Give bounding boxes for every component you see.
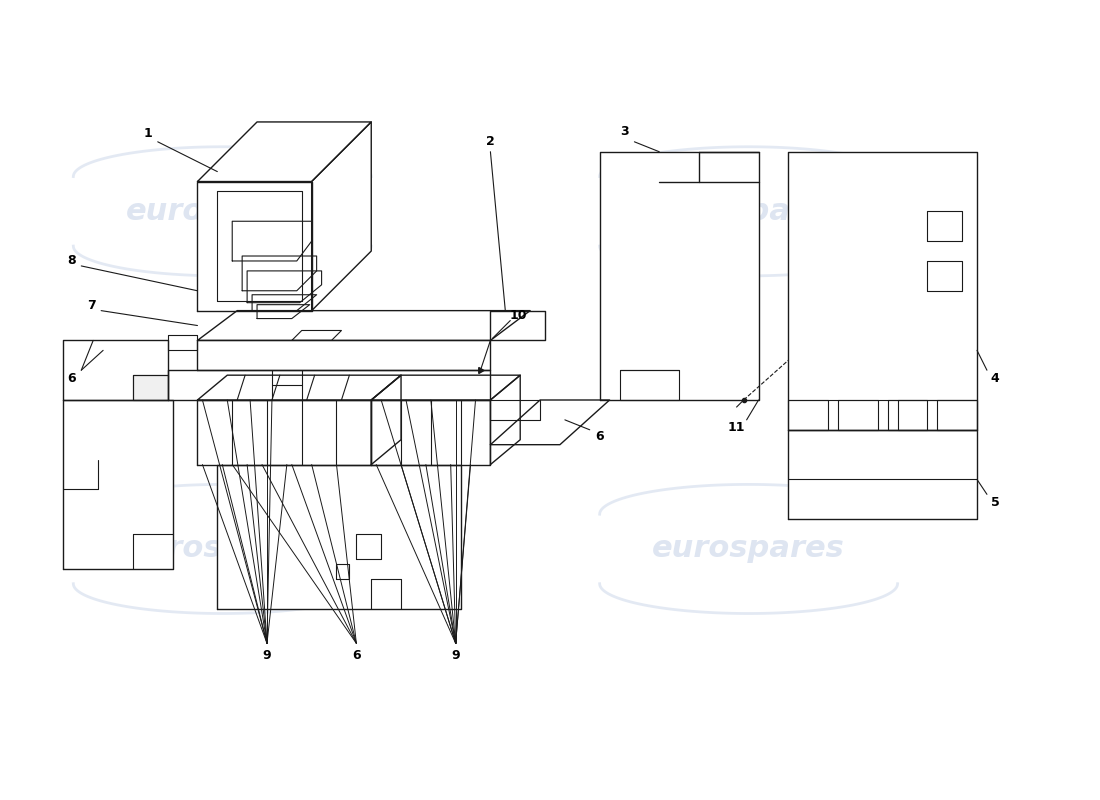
Text: eurospares: eurospares (652, 534, 845, 563)
Text: 3: 3 (620, 126, 629, 138)
Text: 10: 10 (509, 309, 527, 322)
Text: 7: 7 (87, 299, 96, 312)
Polygon shape (64, 400, 173, 569)
Polygon shape (491, 375, 520, 465)
Polygon shape (257, 305, 310, 318)
Text: 9: 9 (263, 649, 272, 662)
Polygon shape (198, 341, 491, 370)
Polygon shape (64, 341, 167, 400)
Polygon shape (789, 400, 828, 430)
Text: eurospares: eurospares (125, 197, 319, 226)
Polygon shape (232, 222, 311, 261)
Polygon shape (167, 335, 198, 350)
Polygon shape (167, 370, 491, 400)
Polygon shape (198, 182, 311, 310)
Polygon shape (898, 400, 977, 430)
Polygon shape (600, 152, 759, 400)
Polygon shape (491, 400, 609, 445)
Polygon shape (888, 400, 927, 430)
Text: 6: 6 (67, 372, 76, 385)
Polygon shape (491, 310, 544, 341)
Polygon shape (218, 465, 461, 609)
Polygon shape (937, 400, 977, 430)
Polygon shape (619, 370, 679, 400)
Polygon shape (838, 400, 878, 430)
Polygon shape (292, 330, 341, 341)
Text: 6: 6 (352, 649, 361, 662)
Text: eurospares: eurospares (125, 534, 319, 563)
Polygon shape (372, 375, 520, 400)
Text: 2: 2 (486, 135, 495, 148)
Polygon shape (218, 191, 301, 301)
Polygon shape (133, 375, 167, 400)
Polygon shape (311, 122, 372, 310)
Polygon shape (242, 256, 317, 290)
Polygon shape (198, 122, 372, 182)
Polygon shape (252, 294, 317, 310)
Polygon shape (789, 152, 977, 430)
Polygon shape (491, 400, 540, 420)
Text: eurospares: eurospares (652, 197, 845, 226)
Text: 6: 6 (595, 430, 604, 443)
Text: 8: 8 (67, 254, 76, 267)
Polygon shape (372, 375, 402, 465)
Polygon shape (198, 400, 372, 465)
Polygon shape (372, 400, 491, 465)
Polygon shape (198, 375, 402, 400)
Text: 5: 5 (990, 496, 999, 509)
Text: 9: 9 (451, 649, 460, 662)
Text: 11: 11 (728, 422, 746, 434)
Text: 1: 1 (143, 127, 152, 140)
Polygon shape (198, 310, 530, 341)
Polygon shape (248, 271, 321, 302)
Text: 4: 4 (990, 372, 999, 385)
Polygon shape (789, 430, 977, 519)
